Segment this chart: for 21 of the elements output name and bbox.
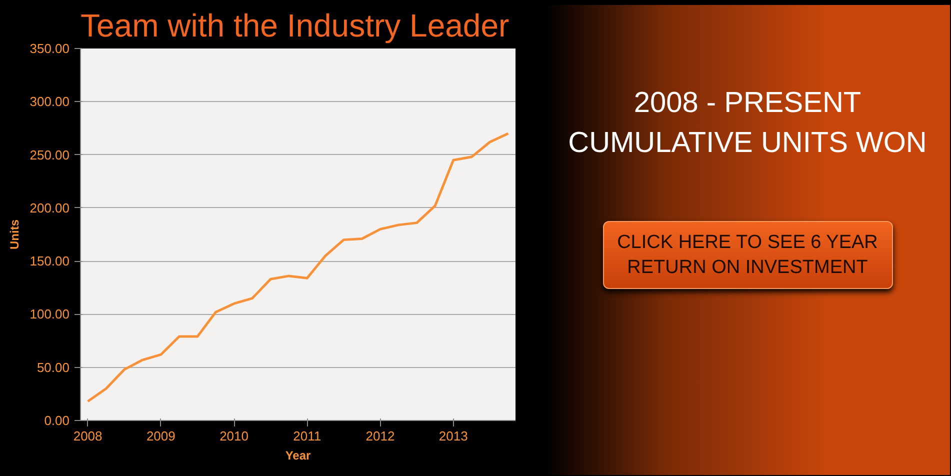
y-tick-label: 100.00	[30, 306, 70, 322]
x-tick-label: 2011	[293, 428, 322, 444]
x-tick-label: 2009	[146, 428, 176, 444]
text: 2008 - PRESENT	[634, 87, 862, 119]
y-tick-label: 150.00	[30, 254, 70, 269]
text: CLICK HERE TO SEE 6 YEAR RETURN ON INVESTMENT	[602, 221, 892, 289]
y-tick-label: 300.00	[30, 94, 70, 110]
text: CUMULATIVE UNITS WON	[568, 127, 927, 159]
y-tick-label: 50.00	[36, 360, 70, 375]
line-series	[86, 132, 510, 403]
x-tick-label: 2013	[438, 428, 468, 444]
x-axis-title: Year	[285, 448, 312, 462]
chart-title: Team with the Industry Leader	[80, 8, 510, 44]
y-tick-label: 350.00	[30, 41, 70, 56]
y-tick-label: 250.00	[30, 147, 70, 162]
y-axis-title: Units	[8, 219, 22, 250]
x-tick-label: 2008	[73, 428, 102, 444]
x-tick-label: 2012	[366, 428, 395, 444]
x-tick-label: 2010	[220, 428, 248, 444]
y-tick-label: 200.00	[30, 200, 70, 216]
y-tick-label: 0.00	[44, 413, 70, 428]
